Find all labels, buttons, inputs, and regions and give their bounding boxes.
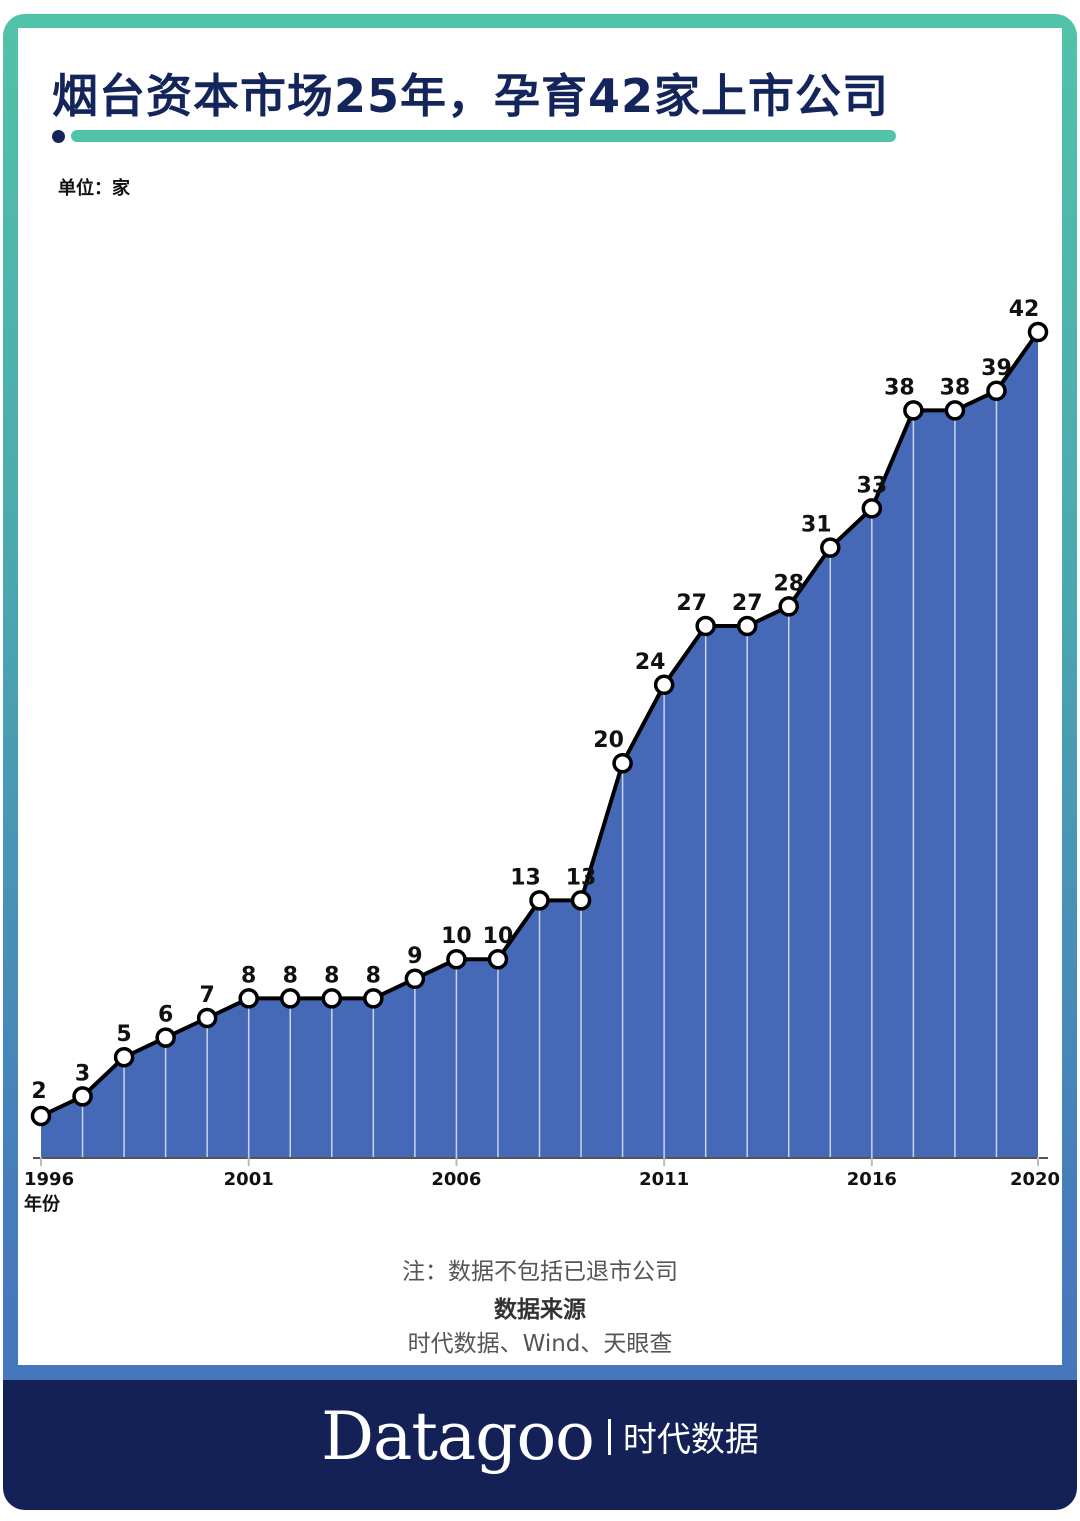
data-point-marker [861, 498, 883, 519]
brand-separator [607, 1418, 611, 1455]
data-point-marker [778, 596, 799, 617]
data-point-marker [30, 1105, 52, 1127]
data-value-label: 8 [366, 963, 381, 988]
data-markers [30, 321, 1049, 1127]
data-value-label: 27 [732, 591, 763, 616]
x-tick-label: 2001 [224, 1169, 274, 1190]
page-title: 烟台资本市场25年，孕育42家上市公司 [52, 69, 890, 123]
data-value-label: 13 [566, 865, 597, 890]
brand-cn: 时代数据 [622, 1420, 759, 1460]
data-point-marker [529, 890, 550, 911]
data-point-marker [72, 1086, 93, 1107]
data-value-label: 8 [283, 963, 298, 988]
data-point-marker [820, 537, 841, 558]
footnote: 注：数据不包括已退市公司 [402, 1259, 678, 1285]
source-title: 数据来源 [494, 1297, 586, 1323]
data-value-label: 20 [593, 728, 624, 753]
x-tick-label: 1996 [24, 1169, 74, 1190]
data-value-label: 7 [200, 983, 215, 1008]
data-point-marker [903, 400, 924, 421]
data-point-marker [196, 1007, 218, 1029]
x-tick-label: 2006 [431, 1169, 481, 1190]
data-point-marker [321, 988, 343, 1009]
data-point-marker [113, 1046, 135, 1068]
data-labels: 2 3 5 6 7 8 8 8 8 9 10 10 13 13 20 24 27 27 28 31 33 38 38 39 42 [31, 297, 1039, 1104]
source-text: 时代数据、Wind、天眼查 [407, 1331, 673, 1357]
vertical-gridlines [81, 390, 998, 1157]
data-point-marker [736, 615, 758, 637]
x-tick-label: 2020 [1010, 1169, 1060, 1190]
data-value-label: 38 [884, 375, 915, 400]
data-value-label: 28 [773, 571, 804, 596]
data-value-label: 31 [801, 513, 832, 538]
data-value-label: 8 [241, 963, 256, 988]
brand-logo: Datagoo 时代数据 [0, 1398, 1080, 1475]
data-value-label: 5 [116, 1022, 131, 1047]
data-point-marker [155, 1027, 176, 1048]
data-point-marker [695, 615, 716, 637]
data-value-label: 38 [940, 375, 971, 400]
data-value-label: 24 [635, 650, 666, 675]
data-value-label: 13 [510, 865, 541, 890]
data-value-label: 27 [676, 591, 707, 616]
data-point-marker [487, 948, 509, 970]
data-value-label: 9 [407, 944, 422, 969]
x-tick-label: 2011 [639, 1169, 689, 1190]
data-point-marker [363, 988, 384, 1009]
data-point-marker [446, 948, 467, 970]
data-value-label: 3 [75, 1061, 90, 1086]
x-axis: 1996 2001 2006 2011 2016 2020 [24, 1157, 1060, 1190]
title-accent-dot [52, 130, 65, 143]
data-value-label: 2 [31, 1079, 46, 1104]
data-value-label: 42 [1009, 297, 1040, 322]
x-tick-label: 2016 [847, 1169, 897, 1190]
data-value-label: 10 [483, 924, 514, 949]
unit-label: 单位：家 [58, 178, 130, 199]
data-point-marker [1027, 321, 1049, 343]
data-point-marker [280, 988, 301, 1009]
x-axis-title: 年份 [24, 1194, 60, 1215]
data-value-label: 33 [857, 473, 888, 498]
title-accent-bar [71, 130, 896, 142]
data-point-marker [238, 988, 259, 1009]
data-point-marker [404, 968, 426, 990]
data-value-label: 6 [158, 1003, 173, 1028]
data-value-label: 8 [324, 963, 339, 988]
footer-bar [3, 1380, 1077, 1510]
data-value-label: 39 [981, 356, 1012, 381]
data-point-marker [986, 380, 1007, 402]
data-point-marker [944, 400, 966, 421]
data-point-marker [653, 674, 675, 696]
brand-name: Datagoo [321, 1398, 595, 1475]
data-value-label: 10 [441, 924, 472, 949]
data-point-marker [570, 890, 592, 911]
data-point-marker [612, 752, 633, 774]
area-line-chart: 1996 2001 2006 2011 2016 2020 2 3 5 6 7 8 8 8 8 9 10 10 1… [24, 297, 1060, 1190]
